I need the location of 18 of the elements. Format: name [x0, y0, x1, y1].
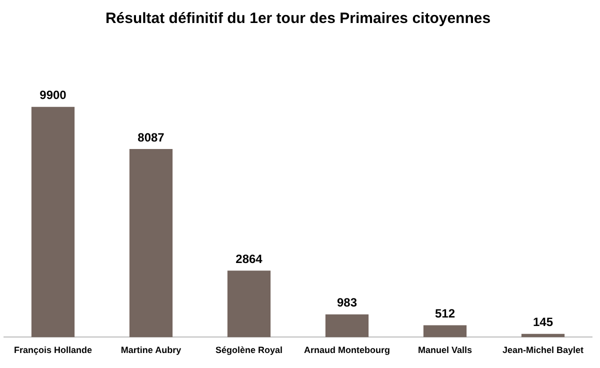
bar	[423, 325, 467, 338]
bar	[325, 314, 369, 338]
x-tick-label: François Hollande	[14, 345, 92, 356]
chart-title: Résultat définitif du 1er tour des Primaires citoyennes	[105, 10, 491, 28]
data-label: 512	[434, 306, 456, 321]
bar	[227, 270, 271, 338]
bar	[129, 149, 173, 338]
data-label: 145	[532, 315, 554, 330]
x-tick-label: Manuel Valls	[418, 345, 472, 356]
x-tick-label: Arnaud Montebourg	[304, 345, 390, 356]
x-tick-label: Jean-Michel Baylet	[502, 345, 584, 356]
x-tick-label: Ségolène Royal	[215, 345, 283, 356]
data-label: 8087	[138, 130, 165, 144]
data-label: 2864	[236, 252, 263, 266]
x-tick-label: Martine Aubry	[120, 345, 182, 356]
bar	[31, 106, 75, 338]
data-label: 9900	[40, 88, 67, 102]
data-label: 983	[336, 296, 358, 310]
